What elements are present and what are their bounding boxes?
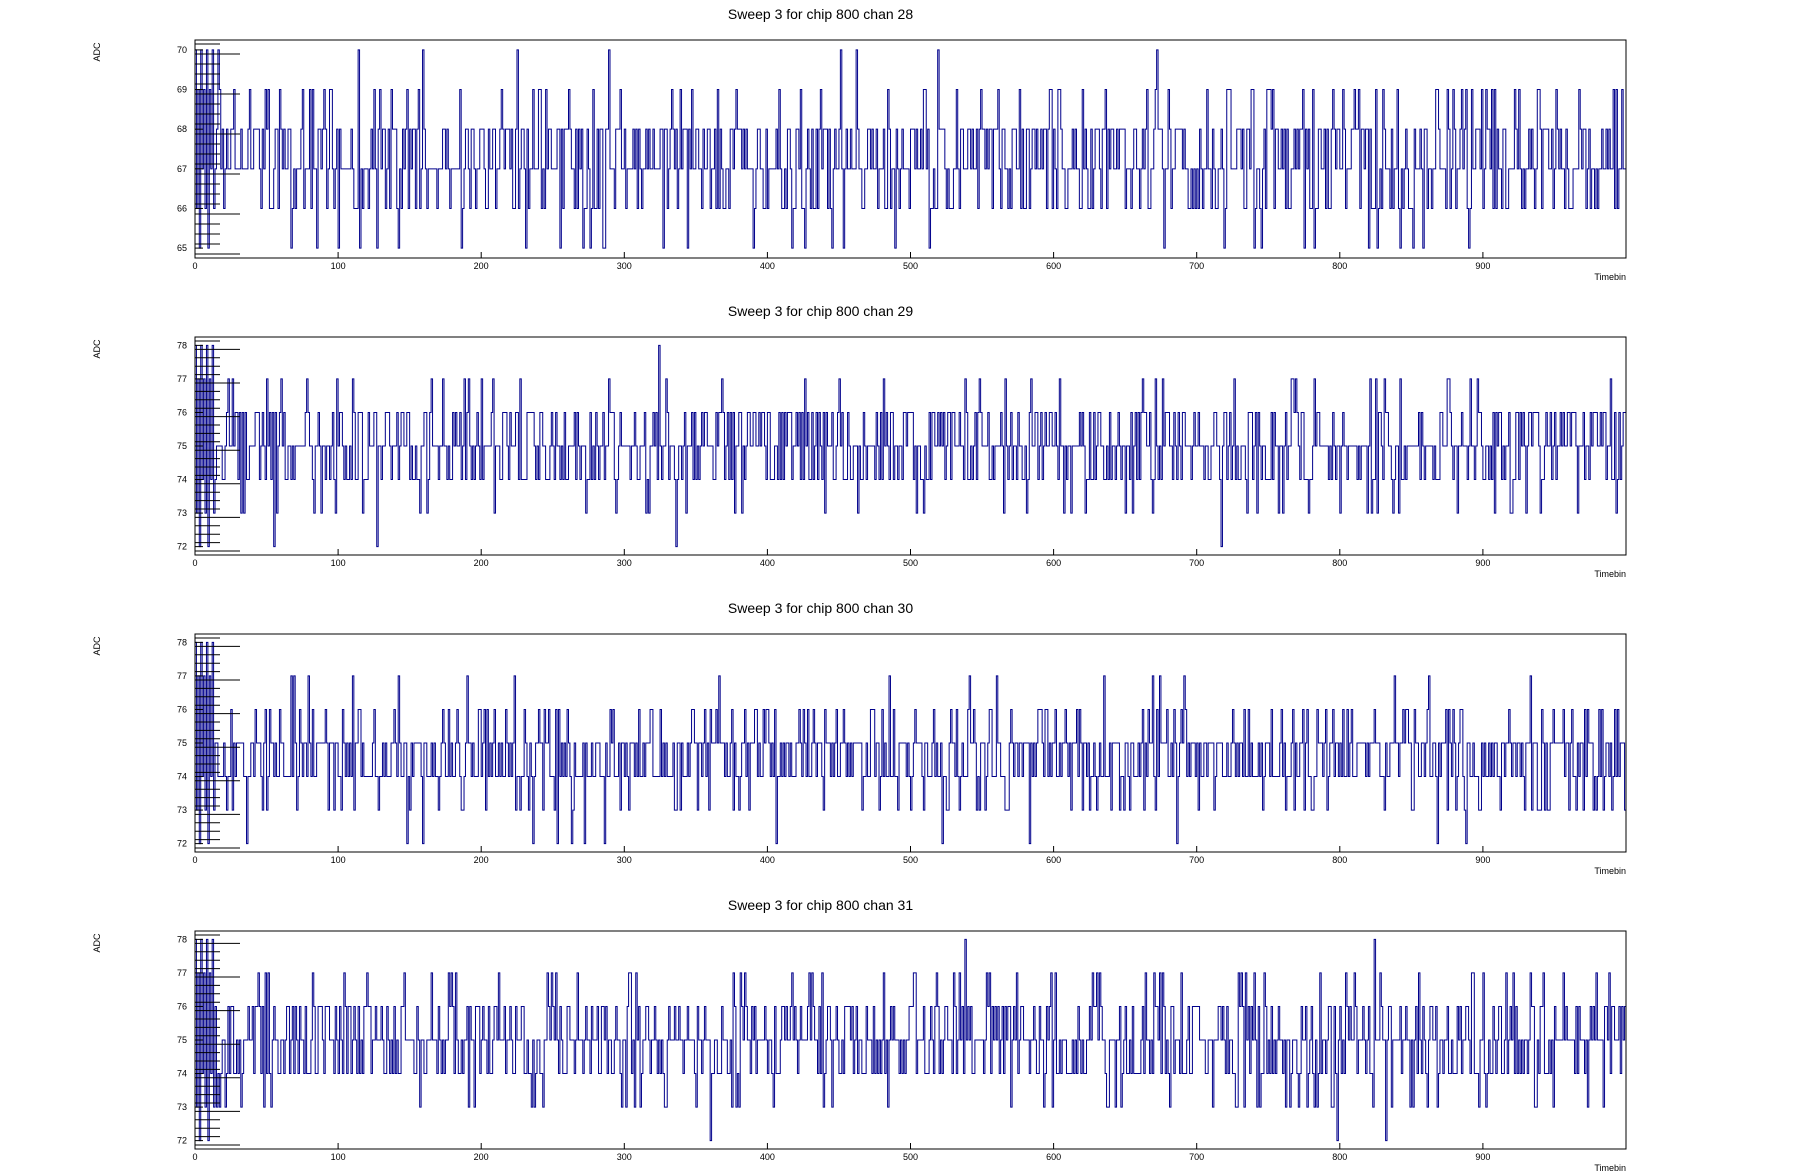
chart-title: Sweep 3 for chip 800 chan 31 — [728, 897, 913, 913]
data-series-trace — [195, 344, 1626, 548]
x-tick-label: 700 — [1189, 855, 1204, 865]
y-axis-label: ADC — [92, 636, 102, 656]
x-tick-label: 700 — [1189, 1152, 1204, 1162]
chart-title: Sweep 3 for chip 800 chan 30 — [728, 600, 913, 616]
y-tick-label: 74 — [177, 772, 187, 782]
x-tick-label: 700 — [1189, 558, 1204, 568]
y-tick-label: 72 — [177, 839, 187, 849]
chart-panel-1: Sweep 3 for chip 800 chan 29 ADC Timebin 0 1… — [92, 303, 1627, 579]
y-tick-label: 70 — [177, 45, 187, 55]
x-axis-label: Timebin — [1594, 569, 1626, 579]
y-tick-label: 76 — [177, 407, 187, 417]
x-tick-label: 200 — [474, 558, 489, 568]
y-tick-label: 75 — [177, 441, 187, 451]
x-axis-label: Timebin — [1594, 272, 1626, 282]
x-tick-label: 0 — [192, 855, 197, 865]
x-tick-label: 100 — [331, 558, 346, 568]
x-tick-label: 500 — [903, 1152, 918, 1162]
x-tick-label: 800 — [1332, 1152, 1347, 1162]
data-series-trace — [195, 641, 1626, 845]
x-tick-label: 0 — [192, 558, 197, 568]
y-tick-label: 72 — [177, 1136, 187, 1146]
x-tick-label: 900 — [1475, 261, 1490, 271]
x-tick-label: 600 — [1046, 1152, 1061, 1162]
y-tick-label: 78 — [177, 934, 187, 944]
x-tick-label: 800 — [1332, 261, 1347, 271]
x-tick-label: 0 — [192, 261, 197, 271]
x-tick-label: 600 — [1046, 558, 1061, 568]
x-axis-label: Timebin — [1594, 866, 1626, 876]
y-tick-label: 75 — [177, 1035, 187, 1045]
x-tick-label: 300 — [617, 1152, 632, 1162]
y-tick-label: 69 — [177, 85, 187, 95]
y-tick-label: 67 — [177, 164, 187, 174]
y-tick-label: 66 — [177, 203, 187, 213]
x-tick-label: 100 — [331, 1152, 346, 1162]
y-tick-label: 77 — [177, 374, 187, 384]
chart-title: Sweep 3 for chip 800 chan 28 — [728, 6, 913, 22]
x-tick-label: 500 — [903, 558, 918, 568]
y-tick-label: 78 — [177, 340, 187, 350]
x-tick-label: 800 — [1332, 855, 1347, 865]
x-tick-label: 400 — [760, 855, 775, 865]
y-tick-label: 73 — [177, 1102, 187, 1112]
x-tick-label: 200 — [474, 261, 489, 271]
y-tick-label: 73 — [177, 805, 187, 815]
y-tick-label: 78 — [177, 637, 187, 647]
y-tick-label: 72 — [177, 542, 187, 552]
y-tick-label: 74 — [177, 1069, 187, 1079]
x-tick-label: 0 — [192, 1152, 197, 1162]
x-tick-label: 600 — [1046, 261, 1061, 271]
x-tick-label: 700 — [1189, 261, 1204, 271]
x-tick-label: 900 — [1475, 1152, 1490, 1162]
chart-panel-0: Sweep 3 for chip 800 chan 28 ADC Timebin 0 1… — [92, 6, 1627, 282]
data-series-trace — [195, 49, 1626, 249]
y-tick-label: 76 — [177, 1001, 187, 1011]
x-tick-label: 800 — [1332, 558, 1347, 568]
y-tick-label: 76 — [177, 704, 187, 714]
chart-panel-2: Sweep 3 for chip 800 chan 30 ADC Timebin 0 1… — [92, 600, 1627, 876]
x-tick-label: 300 — [617, 261, 632, 271]
y-axis-label: ADC — [92, 933, 102, 953]
x-tick-label: 500 — [903, 855, 918, 865]
x-tick-label: 100 — [331, 261, 346, 271]
y-tick-label: 73 — [177, 508, 187, 518]
x-tick-label: 400 — [760, 558, 775, 568]
x-tick-label: 400 — [760, 1152, 775, 1162]
data-series-trace — [195, 938, 1626, 1142]
y-tick-label: 74 — [177, 475, 187, 485]
x-tick-label: 900 — [1475, 855, 1490, 865]
x-tick-label: 200 — [474, 855, 489, 865]
x-tick-label: 100 — [331, 855, 346, 865]
y-tick-label: 68 — [177, 124, 187, 134]
x-axis-label: Timebin — [1594, 1163, 1626, 1172]
x-tick-label: 900 — [1475, 558, 1490, 568]
y-axis-label: ADC — [92, 42, 102, 62]
x-tick-label: 300 — [617, 855, 632, 865]
x-tick-label: 400 — [760, 261, 775, 271]
chart-title: Sweep 3 for chip 800 chan 29 — [728, 303, 913, 319]
y-tick-label: 77 — [177, 671, 187, 681]
y-axis-label: ADC — [92, 339, 102, 359]
y-tick-label: 75 — [177, 738, 187, 748]
y-tick-label: 77 — [177, 968, 187, 978]
x-tick-label: 300 — [617, 558, 632, 568]
y-tick-label: 65 — [177, 243, 187, 253]
chart-panel-3: Sweep 3 for chip 800 chan 31 ADC Timebin 0 1… — [92, 897, 1627, 1172]
x-tick-label: 500 — [903, 261, 918, 271]
x-tick-label: 600 — [1046, 855, 1061, 865]
x-tick-label: 200 — [474, 1152, 489, 1162]
